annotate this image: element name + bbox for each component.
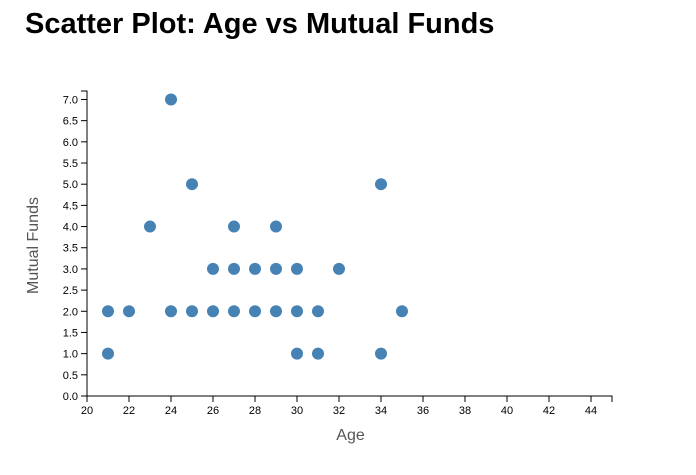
y-tick-label: 3.5: [63, 243, 78, 255]
x-tick-label: 30: [291, 405, 303, 417]
y-tick-label: 0.5: [63, 370, 78, 382]
data-point: [144, 220, 156, 233]
y-tick-label: 1.0: [63, 349, 78, 361]
x-tick-label: 36: [417, 405, 429, 417]
data-point: [228, 220, 240, 233]
x-axis-line: [86, 395, 613, 402]
y-tick-label: 4.0: [63, 222, 78, 234]
data-point: [228, 262, 240, 275]
x-tick-label: 26: [207, 405, 219, 417]
data-point: [102, 347, 114, 360]
y-tick-label: 1.5: [63, 327, 78, 339]
y-tick-label: 2.0: [63, 306, 78, 318]
data-point: [186, 305, 198, 318]
x-tick-label: 40: [501, 405, 513, 417]
data-point: [270, 305, 282, 318]
data-point: [291, 347, 303, 360]
y-tick-label: 6.0: [63, 137, 78, 149]
x-tick-label: 34: [375, 405, 387, 417]
data-point: [312, 305, 324, 318]
x-tick-label: 42: [543, 405, 555, 417]
y-tick-label: 3.0: [63, 264, 78, 276]
y-axis-label: Mutual Funds: [25, 197, 42, 294]
x-tick-label: 22: [123, 405, 135, 417]
data-point: [249, 305, 261, 318]
data-point: [375, 178, 387, 191]
y-tick-label: 4.5: [63, 200, 78, 212]
y-tick-label: 5.0: [63, 179, 78, 191]
x-tick-label: 24: [165, 405, 177, 417]
data-point: [165, 93, 177, 106]
data-point: [207, 305, 219, 318]
data-point: [375, 347, 387, 360]
data-point: [165, 305, 177, 318]
y-tick-label: 6.5: [63, 116, 78, 128]
y-tick-label: 2.5: [63, 285, 78, 297]
x-tick-label: 44: [585, 405, 597, 417]
data-point: [123, 305, 135, 318]
data-point: [207, 262, 219, 275]
y-tick-label: 0.0: [63, 391, 78, 403]
x-axis: 20 22 24 26 28 30 32 34 36 38 40 42 44: [81, 395, 613, 417]
x-tick-label: 38: [459, 405, 471, 417]
data-point: [102, 305, 114, 318]
x-axis-label: Age: [336, 427, 365, 444]
data-point: [312, 347, 324, 360]
data-point: [333, 262, 345, 275]
data-point: [291, 305, 303, 318]
data-point: [396, 305, 408, 318]
data-point: [270, 220, 282, 233]
y-tick-label: 7.0: [63, 94, 78, 106]
data-point: [249, 262, 261, 275]
data-point: [270, 262, 282, 275]
x-tick-label: 32: [333, 405, 345, 417]
data-point: [291, 262, 303, 275]
x-tick-label: 20: [81, 405, 93, 417]
data-point: [228, 305, 240, 318]
y-axis: 0.0 0.5 1.0 1.5 2.0 2.5 3.0 3.5 4.0 4.5 5.0 5.5 6.0 6…: [63, 90, 88, 403]
data-point: [186, 178, 198, 191]
y-axis-line: [81, 90, 88, 397]
data-points: [102, 93, 408, 360]
y-tick-label: 5.5: [63, 158, 78, 170]
chart-title: Scatter Plot: Age vs Mutual Funds: [25, 8, 495, 40]
x-tick-label: 28: [249, 405, 261, 417]
